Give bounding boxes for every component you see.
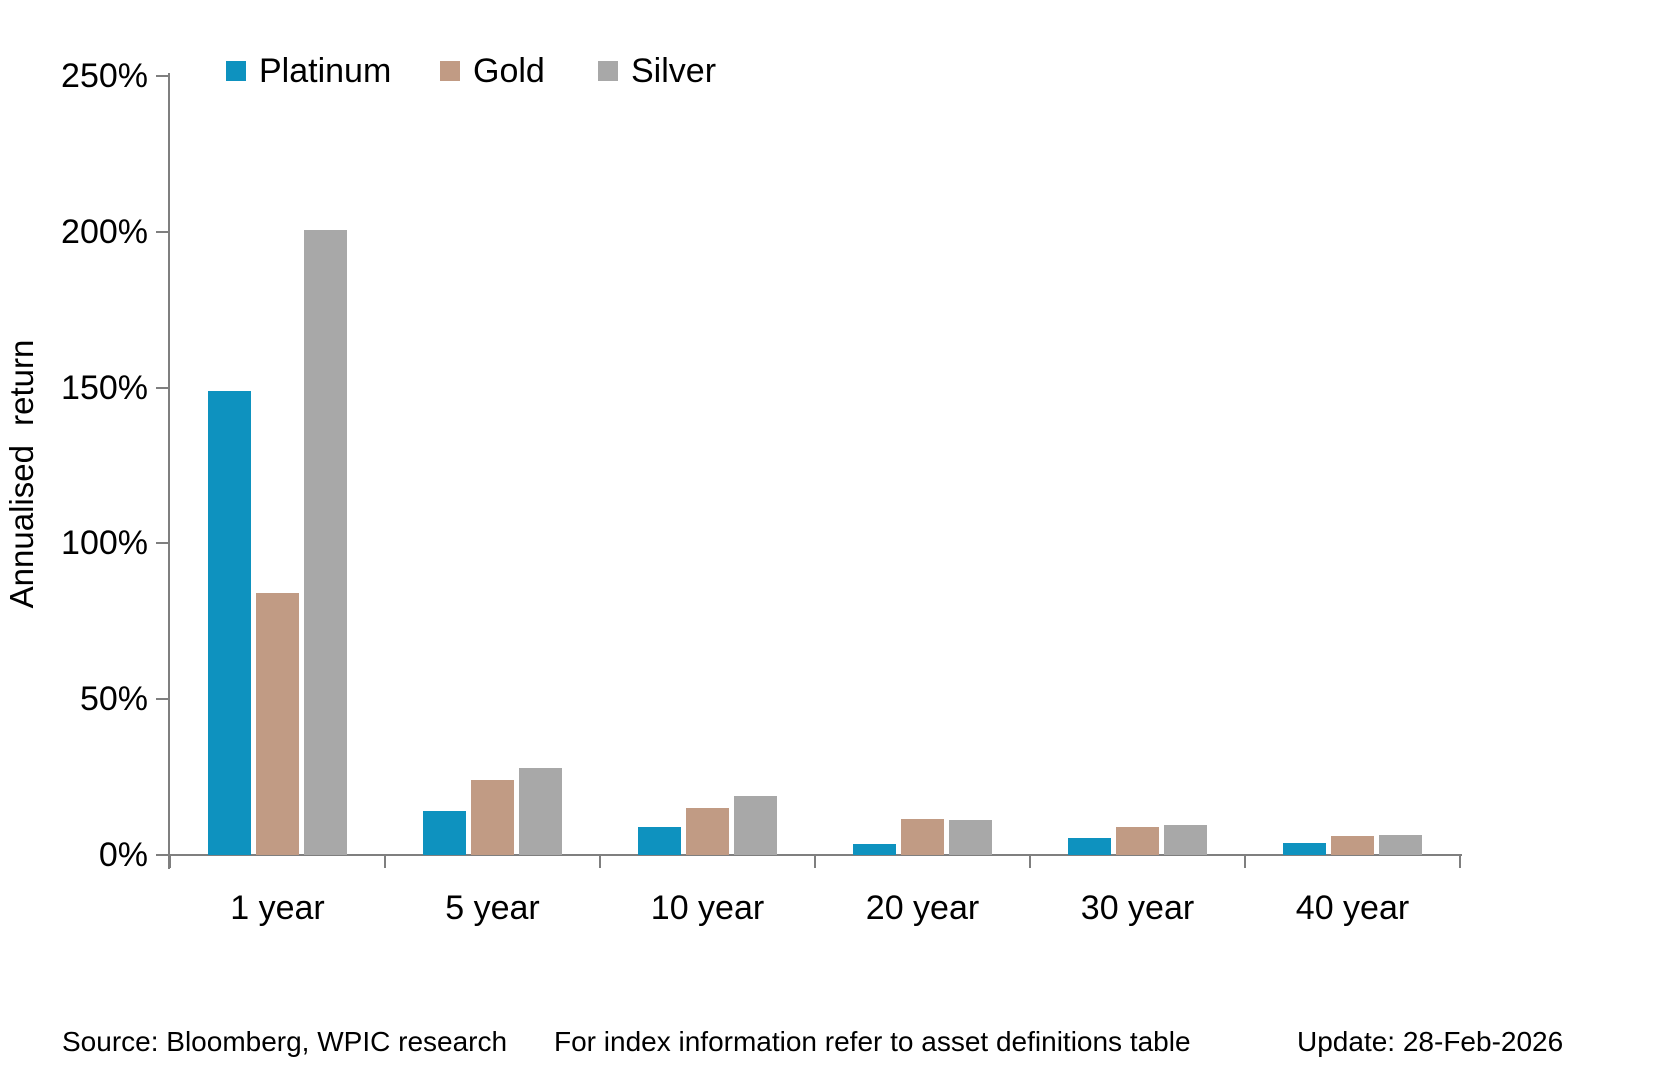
bar-platinum-10-year [638,826,681,855]
x-axis-tick [169,855,171,868]
bar-silver-30-year [1164,825,1207,855]
legend-label-silver: Silver [631,52,717,90]
bar-gold-30-year [1116,826,1159,855]
x-axis-tick [599,855,601,868]
legend-item-platinum: Platinum [226,54,391,88]
y-tick-label-150-: 150% [61,368,148,407]
y-tick-label-200-: 200% [61,212,148,251]
x-axis-tick [814,855,816,868]
bar-platinum-5-year [423,811,466,855]
legend-swatch-platinum-icon [226,61,246,81]
bar-platinum-20-year [853,844,896,855]
bar-gold-10-year [686,808,729,855]
bar-silver-20-year [949,819,992,855]
y-tick-label-100-: 100% [61,524,148,563]
update-date: Update: 28-Feb-2026 [1297,1026,1564,1057]
bar-silver-10-year [734,795,777,855]
x-axis-tick [1029,855,1031,868]
y-axis-line [168,73,170,869]
bar-silver-40-year [1379,834,1422,855]
y-tick-label-250-: 250% [61,57,148,95]
legend-swatch-gold-icon [440,61,460,81]
x-category-label-1-year: 1 year [230,889,325,927]
y-axis-title: Annualised return [3,339,40,609]
y-axis-tick [156,230,168,233]
y-tick-label-50-: 50% [79,680,148,719]
x-category-label-40-year: 40 year [1295,889,1410,927]
x-axis-tick [1459,855,1461,868]
bar-platinum-30-year [1068,837,1111,855]
bar-platinum-40-year [1283,842,1326,855]
bar-gold-40-year [1331,836,1374,855]
bar-gold-5-year [471,780,514,855]
plot-area [156,73,1462,869]
bar-gold-1-year [256,593,299,855]
bar-silver-1-year [304,230,347,855]
index-info-note: For index information refer to asset def… [554,1026,1191,1057]
legend-item-gold: Gold [440,54,545,88]
x-axis-tick [384,855,386,868]
y-axis-tick [156,854,168,856]
y-axis-tick [156,75,168,77]
x-category-label-30-year: 30 year [1080,889,1195,927]
y-axis-tick [156,542,168,545]
y-axis-tick [156,386,168,389]
bar-platinum-1-year [208,390,251,855]
x-category-label-5-year: 5 year [445,889,540,927]
legend-label-gold: Gold [473,52,545,90]
legend-label-platinum: Platinum [259,52,392,90]
bar-gold-20-year [901,819,944,855]
chart-legend: Platinum Gold Silver [0,0,1654,100]
x-category-label-20-year: 20 year [865,889,980,927]
legend-swatch-silver-icon [598,61,618,81]
x-axis-tick [1244,855,1246,868]
x-category-label-10-year: 10 year [650,889,765,927]
source-note: Source: Bloomberg, WPIC research [62,1026,508,1057]
y-axis-tick [156,698,168,701]
legend-item-silver: Silver [598,54,716,88]
bar-silver-5-year [519,767,562,855]
y-tick-label-0-: 0% [98,836,148,874]
